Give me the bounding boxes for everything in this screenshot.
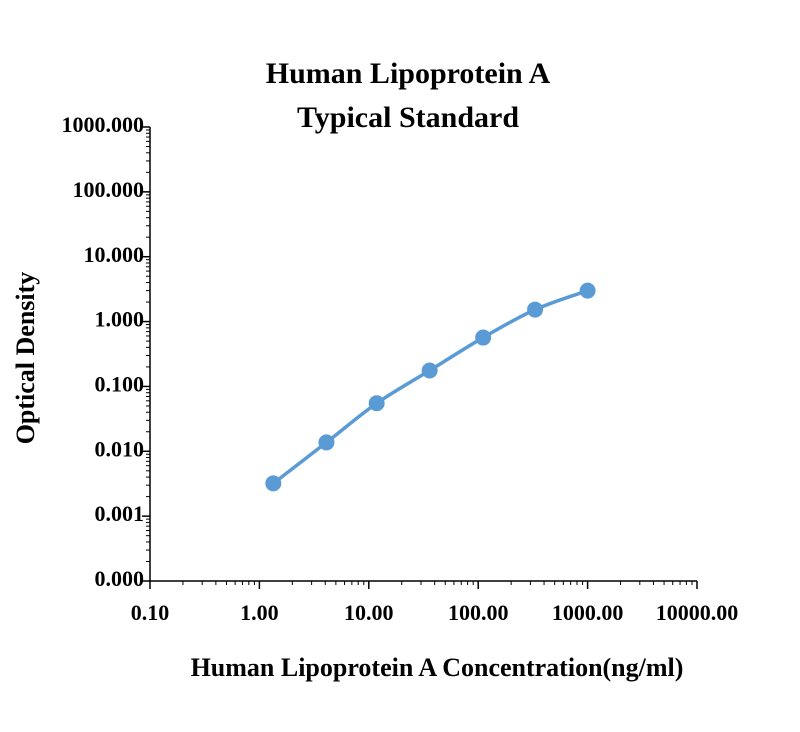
- data-point: [579, 282, 596, 299]
- y-tick-label: 0.010: [95, 436, 145, 461]
- x-tick-label: 1000.00: [552, 600, 624, 625]
- data-point: [318, 434, 335, 451]
- y-axis-title: Optical Density: [11, 272, 40, 445]
- y-tick-label: 1.000: [95, 307, 145, 332]
- data-point: [475, 329, 492, 346]
- x-tick-label: 10000.00: [656, 600, 739, 625]
- y-tick-label: 0.000: [95, 566, 145, 591]
- x-tick-label: 10.00: [344, 600, 394, 625]
- y-tick-label: 1000.000: [62, 112, 145, 137]
- series-line: [272, 288, 589, 485]
- chart-title: Typical Standard: [297, 101, 519, 134]
- data-point: [265, 475, 282, 492]
- y-tick-label: 0.001: [95, 501, 145, 526]
- data-point: [527, 301, 544, 318]
- y-tick-label: 10.000: [84, 242, 145, 267]
- x-tick-label: 1.00: [240, 600, 279, 625]
- data-point: [368, 395, 385, 412]
- chart-title: Human Lipoprotein A: [266, 57, 551, 90]
- x-tick-label: 0.10: [131, 600, 170, 625]
- y-tick-label: 100.000: [73, 177, 145, 202]
- x-axis-title: Human Lipoprotein A Concentration(ng/ml): [191, 653, 684, 682]
- data-point: [421, 362, 438, 379]
- y-tick-label: 0.100: [95, 371, 145, 396]
- x-tick-label: 100.00: [448, 600, 509, 625]
